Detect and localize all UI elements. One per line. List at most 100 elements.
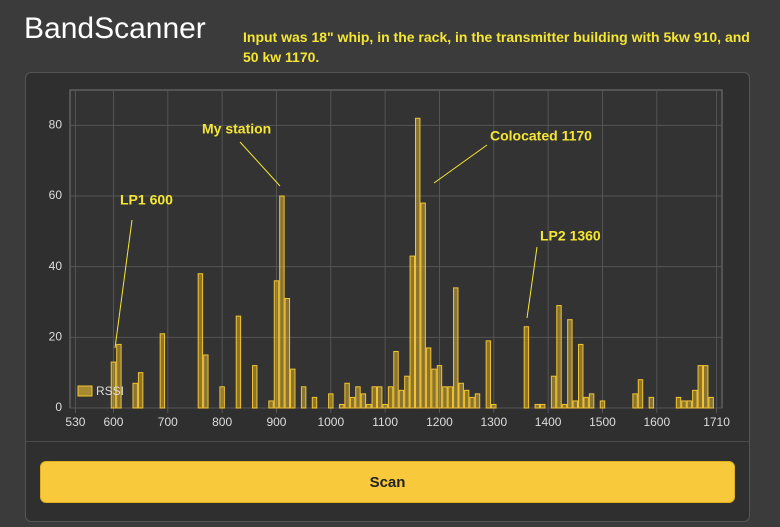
bar <box>588 393 595 409</box>
bar <box>344 382 350 409</box>
bar <box>491 403 497 409</box>
x-tick-label: 1200 <box>426 415 453 429</box>
bar <box>578 343 584 409</box>
bar <box>632 393 638 409</box>
x-tick-label: 1300 <box>480 415 507 429</box>
annotation: My station <box>202 121 271 137</box>
note: Input was 18" whip, in the rack, in the … <box>243 29 750 65</box>
divider <box>26 441 749 442</box>
bar <box>425 347 432 409</box>
bar <box>273 280 280 409</box>
bar <box>235 315 242 409</box>
x-tick-label: 1500 <box>589 415 616 429</box>
bar <box>409 255 416 409</box>
bar <box>420 202 426 409</box>
bar <box>567 319 573 409</box>
bar <box>692 389 698 409</box>
bar <box>431 368 437 409</box>
y-tick-label: 60 <box>49 188 63 202</box>
bar <box>279 195 285 409</box>
bar <box>328 393 334 409</box>
bar <box>474 393 481 409</box>
bar <box>415 117 421 409</box>
y-tick-label: 0 <box>55 400 62 414</box>
bar <box>132 382 138 409</box>
bar <box>197 273 204 409</box>
legend-label: RSSI <box>96 384 124 398</box>
bar <box>681 400 687 409</box>
annotation: LP1 600 <box>120 192 173 208</box>
bar <box>436 365 443 409</box>
x-tick-label: 800 <box>212 415 232 429</box>
bar <box>458 382 464 409</box>
bar <box>572 400 579 409</box>
bar <box>338 403 345 409</box>
bar <box>708 396 714 409</box>
x-tick-label: 530 <box>65 415 85 429</box>
bar <box>398 389 405 409</box>
x-tick-label: 1710 <box>703 415 730 429</box>
bar <box>442 386 448 409</box>
bar <box>523 326 530 409</box>
bar <box>648 396 655 409</box>
y-tick-label: 80 <box>49 118 63 132</box>
annotation-line <box>239 141 281 187</box>
bar <box>219 386 225 409</box>
bar <box>686 400 693 409</box>
bar <box>252 365 258 409</box>
annotation-line <box>526 246 538 319</box>
bar <box>203 354 209 409</box>
x-tick-label: 1600 <box>643 415 670 429</box>
bar <box>469 396 475 409</box>
app-title: BandScanner <box>24 12 206 45</box>
bar <box>268 400 274 409</box>
legend-swatch <box>77 385 93 397</box>
bar <box>556 305 562 409</box>
bar <box>561 403 568 409</box>
bar <box>159 333 166 409</box>
bar <box>355 386 361 409</box>
bar <box>387 386 394 409</box>
x-tick-label: 600 <box>103 415 123 429</box>
bar <box>702 365 709 409</box>
bar <box>366 403 372 409</box>
bar <box>371 386 377 409</box>
bar <box>539 403 546 409</box>
annotation-line <box>114 219 133 349</box>
bar <box>404 375 410 409</box>
bar <box>382 403 388 409</box>
bar <box>290 368 296 409</box>
bar <box>360 393 367 409</box>
x-tick-label: 1000 <box>317 415 344 429</box>
bar <box>485 340 492 409</box>
bar <box>284 297 291 409</box>
bar <box>116 343 122 409</box>
bar <box>637 379 644 409</box>
bar <box>349 396 356 409</box>
x-tick-label: 900 <box>266 415 286 429</box>
bar <box>550 375 557 409</box>
annotation-line <box>433 144 488 184</box>
bar <box>583 396 589 409</box>
y-tick-label: 20 <box>49 330 63 344</box>
bar <box>300 386 307 409</box>
bar <box>311 396 318 409</box>
bar <box>599 400 606 409</box>
bar <box>110 361 117 409</box>
plot-area <box>69 89 723 409</box>
bar <box>697 365 703 409</box>
annotation: LP2 1360 <box>540 228 601 244</box>
x-tick-label: 700 <box>158 415 178 429</box>
y-tick-label: 40 <box>49 259 63 273</box>
bar <box>376 386 383 409</box>
x-tick-label: 1400 <box>535 415 562 429</box>
bar <box>534 403 540 409</box>
bar <box>453 287 459 409</box>
bar <box>137 372 144 409</box>
x-tick-label: 1100 <box>372 415 398 429</box>
bar <box>463 389 470 409</box>
scan-button[interactable]: Scan <box>40 461 735 503</box>
annotation: Colocated 1170 <box>490 128 592 144</box>
